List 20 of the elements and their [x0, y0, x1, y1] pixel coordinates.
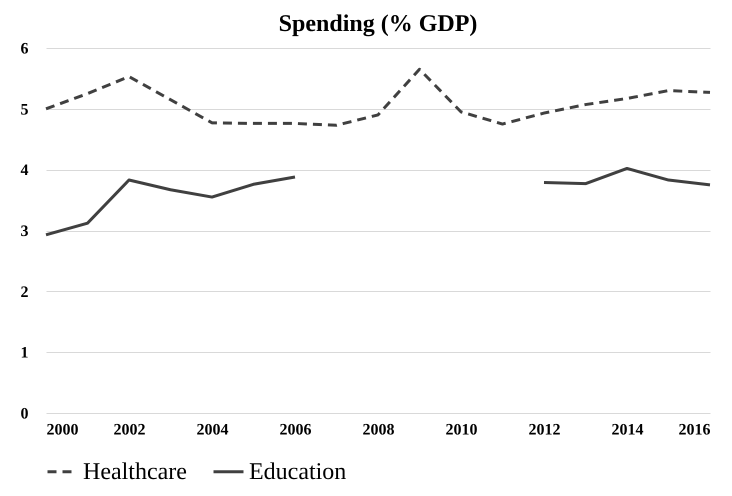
- chart-title: Spending (% GDP): [278, 11, 478, 37]
- y-tick-label: 4: [20, 162, 28, 180]
- y-tick-label: 5: [20, 101, 28, 118]
- x-tick-label: 2012: [528, 422, 560, 438]
- x-tick-label: 2016: [678, 422, 710, 438]
- x-tick-label: 2004: [196, 422, 228, 438]
- legend-label: Education: [249, 458, 346, 485]
- y-tick-label: 2: [20, 284, 28, 301]
- x-tick-label: 2010: [446, 422, 478, 438]
- x-tick-label: 2006: [280, 422, 312, 438]
- x-tick-label: 2000: [46, 422, 78, 438]
- x-tick-label: 2002: [114, 422, 146, 438]
- x-tick-label: 2014: [612, 422, 644, 438]
- x-tick-label: 2008: [362, 422, 394, 438]
- legend-label: Healthcare: [83, 458, 187, 485]
- y-tick-label: 3: [20, 223, 28, 240]
- line-series: [44, 68, 712, 127]
- y-tick-label: 0: [20, 406, 28, 422]
- y-tick-label: 6: [20, 40, 28, 58]
- y-tick-label: 1: [20, 344, 28, 362]
